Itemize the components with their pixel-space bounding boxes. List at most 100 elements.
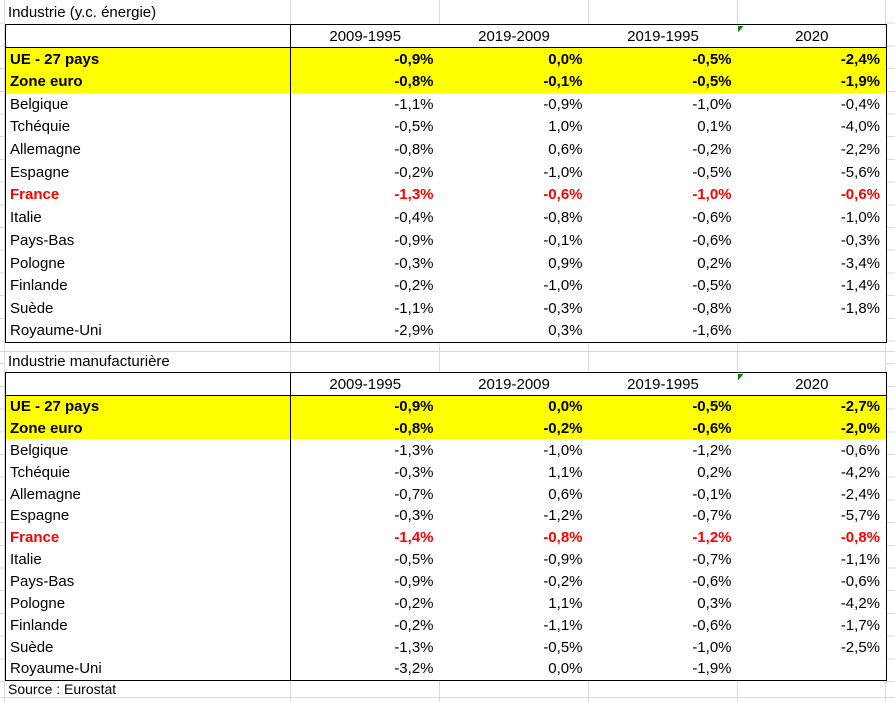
value-cell[interactable]: -0,5% bbox=[692, 163, 732, 181]
row-label-suede[interactable]: Suède bbox=[5, 297, 291, 320]
value-cell[interactable]: -0,1% bbox=[439, 70, 589, 93]
value-cell[interactable]: -2,7% bbox=[737, 395, 887, 418]
value-cell[interactable]: -0,9% bbox=[543, 95, 583, 113]
value-cell[interactable]: -0,7% bbox=[692, 507, 732, 525]
value-cell[interactable] bbox=[738, 658, 887, 680]
value-cell[interactable]: -1,9% bbox=[737, 70, 887, 93]
value-cell[interactable]: -2,5% bbox=[840, 638, 880, 656]
value-cell[interactable]: -1,2% bbox=[543, 507, 583, 525]
value-cell[interactable]: -2,9% bbox=[394, 322, 434, 340]
row-label-france[interactable]: France bbox=[5, 183, 291, 207]
value-cell[interactable]: -1,4% bbox=[394, 529, 434, 547]
row-label-tchequie[interactable]: Tchéquie bbox=[5, 115, 291, 139]
corner-cell[interactable] bbox=[5, 24, 291, 48]
value-cell[interactable]: -0,6% bbox=[692, 573, 732, 591]
value-cell[interactable]: -0,9% bbox=[543, 551, 583, 569]
value-cell[interactable]: -0,5% bbox=[394, 551, 434, 569]
value-cell[interactable]: -0,6% bbox=[692, 231, 732, 249]
value-cell[interactable]: -1,1% bbox=[394, 95, 434, 113]
value-cell[interactable]: -0,2% bbox=[394, 163, 434, 181]
value-cell[interactable]: -1,8% bbox=[840, 299, 880, 317]
value-cell[interactable]: -0,8% bbox=[290, 70, 440, 93]
value-cell[interactable]: -0,9% bbox=[290, 47, 440, 71]
value-cell[interactable]: -0,3% bbox=[840, 231, 880, 249]
value-cell[interactable]: -1,0% bbox=[692, 95, 732, 113]
value-cell[interactable]: -1,0% bbox=[543, 163, 583, 181]
column-header-2019-1995[interactable]: 2019-1995 bbox=[588, 372, 738, 396]
value-cell[interactable]: -1,0% bbox=[543, 441, 583, 459]
value-cell[interactable]: -1,3% bbox=[394, 638, 434, 656]
value-cell[interactable]: -1,3% bbox=[394, 441, 434, 459]
value-cell[interactable]: -1,7% bbox=[840, 616, 880, 634]
column-header-2009-1995[interactable]: 2009-1995 bbox=[290, 24, 440, 48]
row-label-suede[interactable]: Suède bbox=[5, 636, 291, 659]
row-label-zone-euro[interactable]: Zone euro bbox=[5, 417, 291, 440]
value-cell[interactable]: -1,4% bbox=[840, 277, 880, 295]
source-note[interactable]: Source : Eurostat bbox=[8, 681, 117, 697]
column-header-2020[interactable]: 2020 bbox=[737, 372, 887, 396]
value-cell[interactable]: -0,6% bbox=[840, 573, 880, 591]
row-label-belgique[interactable]: Belgique bbox=[5, 92, 291, 116]
value-cell[interactable]: 0,2% bbox=[697, 463, 732, 481]
value-cell[interactable]: -3,2% bbox=[394, 660, 434, 678]
value-cell[interactable]: -2,4% bbox=[737, 47, 887, 71]
value-cell[interactable] bbox=[738, 320, 887, 343]
value-cell[interactable]: -1,0% bbox=[692, 638, 732, 656]
value-cell[interactable]: 0,9% bbox=[548, 254, 583, 272]
value-cell[interactable]: -0,2% bbox=[394, 594, 434, 612]
value-cell[interactable]: -5,7% bbox=[840, 507, 880, 525]
value-cell[interactable]: -0,5% bbox=[394, 118, 434, 136]
row-label-ue-27-pays[interactable]: UE - 27 pays bbox=[5, 395, 291, 418]
value-cell[interactable]: 1,1% bbox=[548, 594, 583, 612]
row-label-pologne[interactable]: Pologne bbox=[5, 251, 291, 275]
row-label-espagne[interactable]: Espagne bbox=[5, 160, 291, 184]
value-cell[interactable]: -0,2% bbox=[439, 417, 589, 440]
row-label-ue-27-pays[interactable]: UE - 27 pays bbox=[5, 47, 291, 71]
row-label-espagne[interactable]: Espagne bbox=[5, 504, 291, 527]
column-header-2019-2009[interactable]: 2019-2009 bbox=[439, 372, 589, 396]
value-cell[interactable]: -0,1% bbox=[543, 231, 583, 249]
value-cell[interactable]: -1,1% bbox=[543, 616, 583, 634]
value-cell[interactable]: -0,5% bbox=[588, 70, 738, 93]
value-cell[interactable]: -2,0% bbox=[737, 417, 887, 440]
row-label-pays-bas[interactable]: Pays-Bas bbox=[5, 570, 291, 593]
value-cell[interactable]: -0,8% bbox=[543, 209, 583, 227]
value-cell[interactable]: 1,0% bbox=[548, 118, 583, 136]
table-title-manufacturing[interactable]: Industrie manufacturière bbox=[8, 353, 170, 370]
value-cell[interactable]: -0,8% bbox=[290, 417, 440, 440]
value-cell[interactable]: -4,0% bbox=[840, 118, 880, 136]
value-cell[interactable]: 0,6% bbox=[548, 485, 583, 503]
row-label-finlande[interactable]: Finlande bbox=[5, 274, 291, 298]
value-cell[interactable]: 1,1% bbox=[548, 463, 583, 481]
value-cell[interactable]: -0,1% bbox=[692, 485, 732, 503]
value-cell[interactable]: -0,6% bbox=[588, 417, 738, 440]
value-cell[interactable]: -0,5% bbox=[588, 395, 738, 418]
value-cell[interactable]: -0,8% bbox=[394, 141, 434, 159]
value-cell[interactable]: -0,3% bbox=[394, 507, 434, 525]
value-cell[interactable]: -3,4% bbox=[840, 254, 880, 272]
column-header-2019-1995[interactable]: 2019-1995 bbox=[588, 24, 738, 48]
value-cell[interactable]: -1,3% bbox=[394, 186, 434, 204]
value-cell[interactable]: -1,1% bbox=[394, 299, 434, 317]
value-cell[interactable]: -2,4% bbox=[840, 485, 880, 503]
value-cell[interactable]: 0,0% bbox=[439, 395, 589, 418]
row-label-royaume-uni[interactable]: Royaume-Uni bbox=[5, 319, 291, 343]
table-title-industry-energy[interactable]: Industrie (y.c. énergie) bbox=[8, 4, 157, 21]
value-cell[interactable]: -0,5% bbox=[588, 47, 738, 71]
value-cell[interactable]: -2,2% bbox=[840, 141, 880, 159]
value-cell[interactable]: -1,2% bbox=[692, 441, 732, 459]
value-cell[interactable]: -0,7% bbox=[394, 485, 434, 503]
value-cell[interactable]: -1,6% bbox=[692, 322, 732, 340]
value-cell[interactable]: -0,3% bbox=[394, 463, 434, 481]
value-cell[interactable]: -0,9% bbox=[394, 231, 434, 249]
row-label-royaume-uni[interactable]: Royaume-Uni bbox=[5, 658, 291, 681]
value-cell[interactable]: -1,0% bbox=[840, 209, 880, 227]
value-cell[interactable]: -0,4% bbox=[394, 209, 434, 227]
row-label-france[interactable]: France bbox=[5, 526, 291, 549]
value-cell[interactable]: -0,2% bbox=[394, 616, 434, 634]
value-cell[interactable]: -1,0% bbox=[692, 186, 732, 204]
row-label-italie[interactable]: Italie bbox=[5, 206, 291, 229]
row-label-finlande[interactable]: Finlande bbox=[5, 614, 291, 637]
row-label-zone-euro[interactable]: Zone euro bbox=[5, 70, 291, 93]
row-label-pologne[interactable]: Pologne bbox=[5, 592, 291, 615]
